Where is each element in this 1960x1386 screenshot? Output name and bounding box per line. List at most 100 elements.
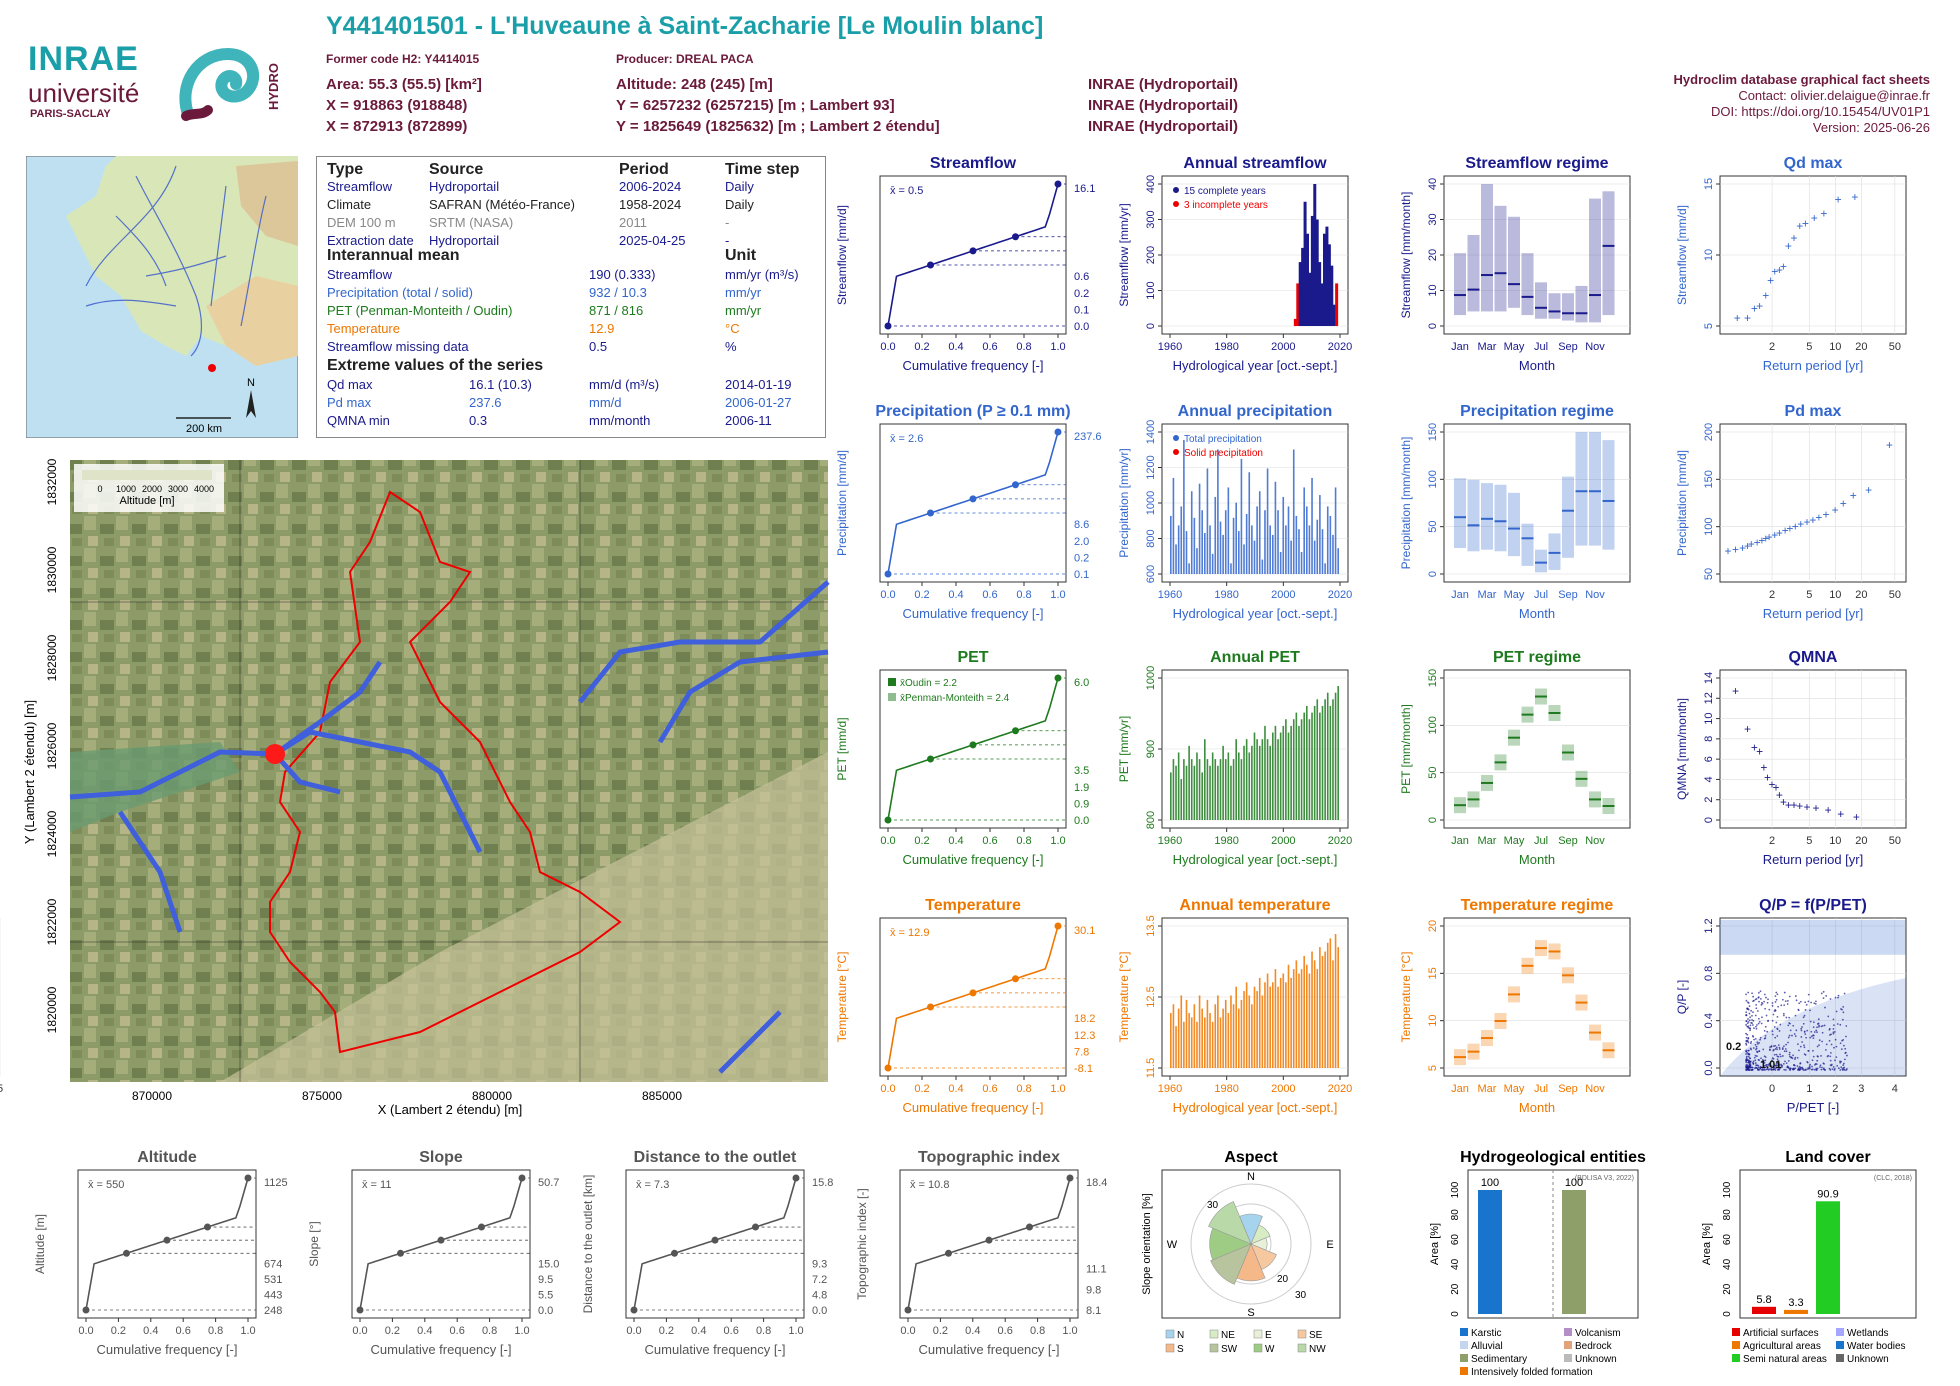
scale-label: 200 km <box>186 423 222 435</box>
x-axis-label: Hydrological year [oct.-sept.] <box>1173 1100 1338 1115</box>
x-axis-label: Cumulative frequency [-] <box>903 358 1044 373</box>
x-tick-label: Nov <box>1585 835 1605 847</box>
y2e-text: Y = 1825649 (1825632) [m ; Lambert 2 éte… <box>616 118 940 135</box>
annual-bar <box>1206 759 1209 820</box>
category-bar <box>1752 1306 1776 1314</box>
quantile-point <box>1012 233 1019 241</box>
quantile-label: 531 <box>264 1274 282 1286</box>
x-tick-label: 10 <box>1829 835 1841 847</box>
quantile-point <box>927 755 934 763</box>
x-axis-label: Hydrological year [oct.-sept.] <box>1173 852 1338 867</box>
annual-bar <box>1295 515 1298 574</box>
annual-bar <box>1300 551 1303 574</box>
annual-bar <box>1264 725 1266 820</box>
quantile-label: 2.0 <box>1074 536 1089 548</box>
y-tick-label: 1400 <box>1145 420 1157 444</box>
h-step: Time step <box>725 161 800 178</box>
source-row-cell: 2006-2024 <box>619 179 682 194</box>
x-tick-label: 50 <box>1889 341 1901 353</box>
x-tick-label: Jul <box>1534 341 1548 353</box>
return-point: + <box>1769 778 1776 792</box>
y-tick-label: 0 <box>1722 1311 1733 1317</box>
x-tick-label: 1980 <box>1214 589 1238 601</box>
y-tick-label: 40 <box>1450 1258 1461 1270</box>
annual-bar <box>1332 534 1334 574</box>
annual-bar <box>1253 986 1256 1068</box>
annual-bar <box>1320 283 1324 326</box>
quantile-label: 16.1 <box>1074 183 1095 195</box>
inrae-logo: INRAE <box>28 40 139 78</box>
qd_max-chart: Qd max Return period [yr] Streamflow [mm/d… <box>1675 155 1907 373</box>
interannual-row-cell: 0.5 <box>589 339 608 354</box>
annual-bar <box>1196 1021 1198 1068</box>
annual-bar <box>1279 732 1282 820</box>
annual-bar <box>1240 999 1243 1068</box>
regime-range <box>1521 523 1534 566</box>
y-tick-label: 400 <box>1145 175 1157 193</box>
map-xtick: 880000 <box>472 1089 512 1103</box>
aspect-sector <box>1208 1201 1252 1245</box>
y-tick-label: 0.8 <box>1703 966 1715 981</box>
annual-bar <box>1266 973 1269 1068</box>
return-point: + <box>1762 532 1769 546</box>
return-point: + <box>1837 807 1844 821</box>
annual-bar <box>1306 705 1308 820</box>
source-row-cell: SRTM (NASA) <box>429 215 514 230</box>
producer: Producer: DREAL PACA <box>616 52 754 66</box>
x-tick-label: 0.8 <box>482 1325 497 1337</box>
legend-entry: Solid precipitation <box>1184 448 1263 459</box>
bar-value-label: 90.9 <box>1817 1188 1838 1200</box>
x-tick-label: 50 <box>1889 835 1901 847</box>
regime-range <box>1535 549 1547 573</box>
x-tick-label: 0.2 <box>385 1325 400 1337</box>
paris-saclay-logo: PARIS-SACLAY <box>30 108 111 120</box>
interannual-row-cell: mm/yr <box>725 285 762 300</box>
y-tick-label: 0.0 <box>1703 1060 1715 1075</box>
return-point: + <box>1756 299 1763 313</box>
return-point: + <box>1732 543 1739 557</box>
return-point: + <box>1823 507 1830 521</box>
quantile-point <box>163 1236 171 1244</box>
plot-frame <box>879 175 1067 335</box>
quantile-point <box>969 247 977 255</box>
return-point: + <box>1760 761 1767 775</box>
source-row-cell: 1958-2024 <box>619 197 682 212</box>
aspect-legend-entry: S <box>1177 1344 1184 1355</box>
x-tick-label: 1960 <box>1158 835 1182 847</box>
return-point: + <box>1744 722 1751 736</box>
x-tick-label: May <box>1504 341 1525 353</box>
annual-bar <box>1180 779 1183 820</box>
annual-bar <box>1180 995 1183 1068</box>
x-tick-label: 0.2 <box>914 589 929 601</box>
annual-bar <box>1274 969 1277 1068</box>
annual-bar <box>1332 699 1334 820</box>
regime-range <box>1454 478 1466 549</box>
map-ytick: 1830000 <box>45 546 59 593</box>
y-tick-label: 0 <box>1427 323 1439 329</box>
annual-bar <box>1193 765 1196 820</box>
x-tick-label: Mar <box>1478 341 1497 353</box>
x-tick-label: Mar <box>1478 1083 1497 1095</box>
y-axis-label: PET [mm/yr] <box>1117 716 1131 782</box>
regime-range <box>1589 432 1601 546</box>
return-point: + <box>1751 301 1758 315</box>
x-tick-label: 2000 <box>1271 1083 1295 1095</box>
annual-bar <box>1177 525 1180 574</box>
quantile-point <box>1054 180 1062 188</box>
mean-label: x̄ = 2.6 <box>890 433 923 445</box>
return-point: + <box>1804 800 1811 814</box>
annual-bar <box>1201 772 1203 820</box>
x-axis-label: Cumulative frequency [-] <box>903 606 1044 621</box>
category-legend-entry: Intensively folded formation <box>1471 1367 1593 1378</box>
aspect-legend-entry: SW <box>1221 1344 1238 1355</box>
annual-bar <box>1326 692 1329 820</box>
y-tick-label: 1200 <box>1145 455 1157 479</box>
quantile-label: 0.1 <box>1074 304 1089 316</box>
annual-bar <box>1306 506 1308 574</box>
annual-bar <box>1183 440 1185 574</box>
return-point: + <box>1762 289 1769 303</box>
annual-bar <box>1251 1004 1253 1068</box>
x-tick-label: 0.4 <box>965 1325 980 1337</box>
quantile-point <box>969 495 977 503</box>
